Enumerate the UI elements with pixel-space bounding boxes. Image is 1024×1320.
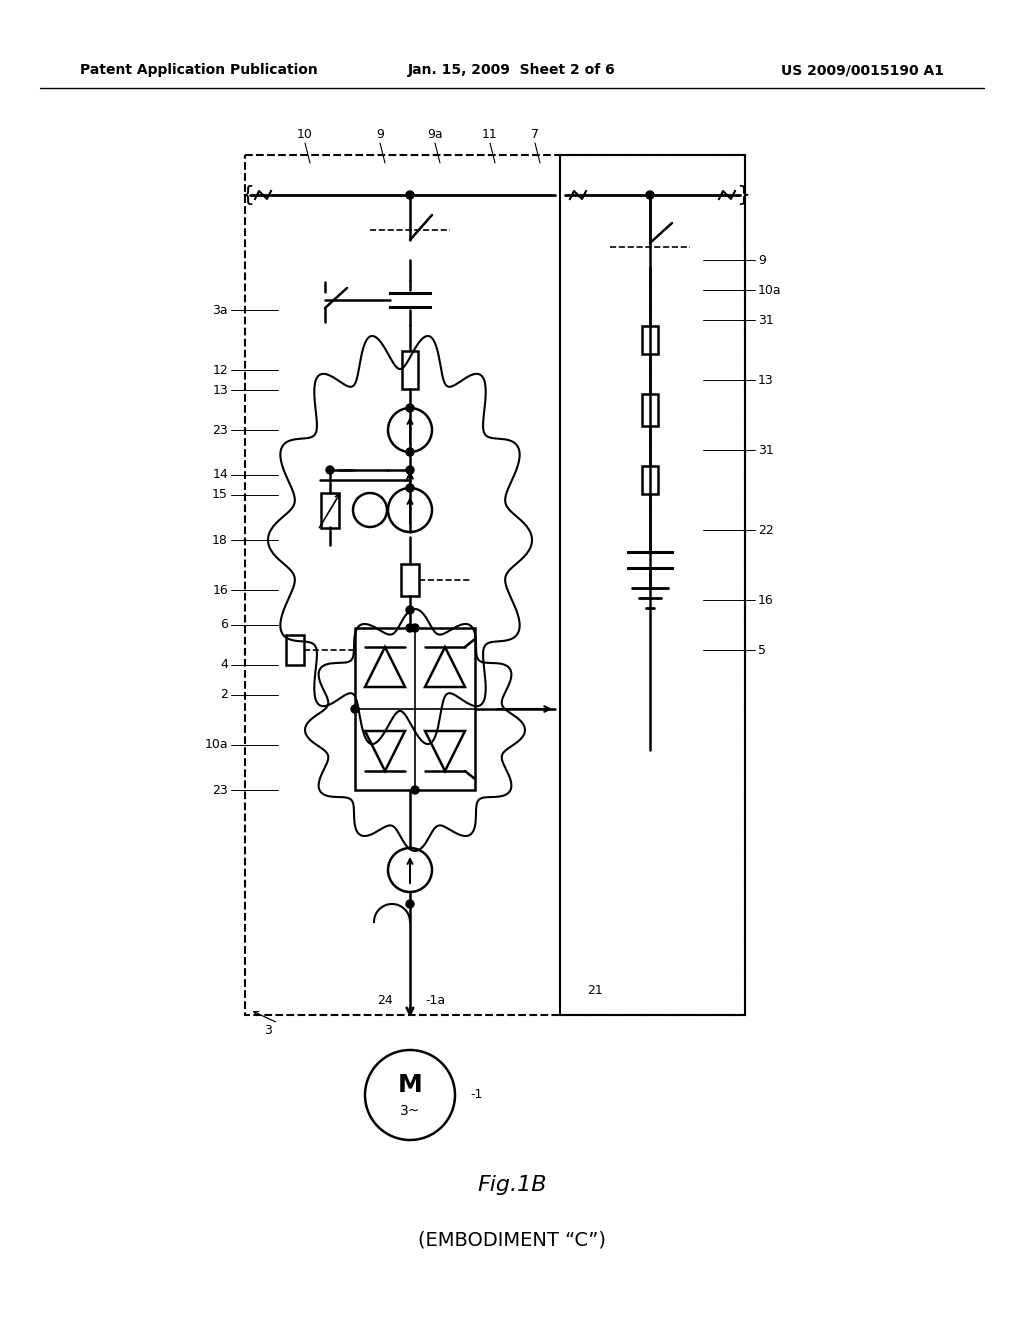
Text: 9: 9: [376, 128, 384, 141]
Text: }: }: [736, 185, 750, 205]
Text: 16: 16: [758, 594, 774, 606]
Text: Fig.1B: Fig.1B: [477, 1175, 547, 1195]
Text: 23: 23: [212, 424, 228, 437]
Text: Jan. 15, 2009  Sheet 2 of 6: Jan. 15, 2009 Sheet 2 of 6: [409, 63, 615, 77]
Text: 18: 18: [212, 533, 228, 546]
Text: 5: 5: [758, 644, 766, 656]
Text: {: {: [240, 185, 254, 205]
Text: M: M: [397, 1073, 422, 1097]
Bar: [642, 466, 658, 494]
Circle shape: [388, 847, 432, 892]
Polygon shape: [365, 647, 406, 686]
Polygon shape: [365, 731, 406, 771]
Text: 10a: 10a: [758, 284, 781, 297]
Circle shape: [406, 404, 414, 412]
Circle shape: [411, 785, 419, 795]
Circle shape: [406, 606, 414, 614]
Circle shape: [406, 466, 414, 474]
Circle shape: [646, 191, 654, 199]
Text: 10: 10: [297, 128, 313, 141]
Circle shape: [406, 447, 414, 455]
Text: 2: 2: [220, 689, 228, 701]
Bar: [286, 635, 304, 665]
Text: 31: 31: [758, 444, 774, 457]
Text: 21: 21: [587, 983, 603, 997]
Text: Patent Application Publication: Patent Application Publication: [80, 63, 317, 77]
Text: 11: 11: [482, 128, 498, 141]
Text: 31: 31: [758, 314, 774, 326]
Circle shape: [388, 408, 432, 451]
Text: 13: 13: [212, 384, 228, 396]
Text: 4: 4: [220, 659, 228, 672]
Bar: [642, 326, 658, 354]
Text: 14: 14: [212, 469, 228, 482]
Text: 15: 15: [212, 488, 228, 502]
Text: 3: 3: [264, 1023, 272, 1036]
Bar: [560, 154, 745, 1015]
Text: 23: 23: [212, 784, 228, 796]
Text: 9a: 9a: [427, 128, 442, 141]
Circle shape: [406, 624, 414, 632]
Text: 24: 24: [377, 994, 393, 1006]
Bar: [401, 564, 419, 597]
Circle shape: [411, 624, 419, 632]
Text: 10a: 10a: [205, 738, 228, 751]
Circle shape: [326, 466, 334, 474]
Circle shape: [388, 488, 432, 532]
Circle shape: [406, 484, 414, 492]
Text: -1a: -1a: [425, 994, 445, 1006]
Text: -1: -1: [470, 1089, 482, 1101]
Circle shape: [365, 1049, 455, 1140]
Text: 7: 7: [531, 128, 539, 141]
Text: 12: 12: [212, 363, 228, 376]
Text: 6: 6: [220, 619, 228, 631]
Text: 16: 16: [212, 583, 228, 597]
Text: 22: 22: [758, 524, 774, 536]
Text: 3~: 3~: [399, 1104, 420, 1118]
Circle shape: [406, 191, 414, 199]
Text: (EMBODIMENT “C”): (EMBODIMENT “C”): [418, 1230, 606, 1250]
Circle shape: [406, 900, 414, 908]
Bar: [321, 492, 339, 528]
Bar: [245, 154, 745, 1015]
Text: 9: 9: [758, 253, 766, 267]
Bar: [402, 351, 418, 389]
Polygon shape: [425, 731, 465, 771]
Circle shape: [353, 492, 387, 527]
Text: US 2009/0015190 A1: US 2009/0015190 A1: [781, 63, 944, 77]
Circle shape: [351, 705, 359, 713]
Text: 3a: 3a: [212, 304, 228, 317]
Polygon shape: [425, 647, 465, 686]
Text: 13: 13: [758, 374, 774, 387]
Bar: [642, 393, 658, 426]
Bar: [355, 628, 475, 789]
